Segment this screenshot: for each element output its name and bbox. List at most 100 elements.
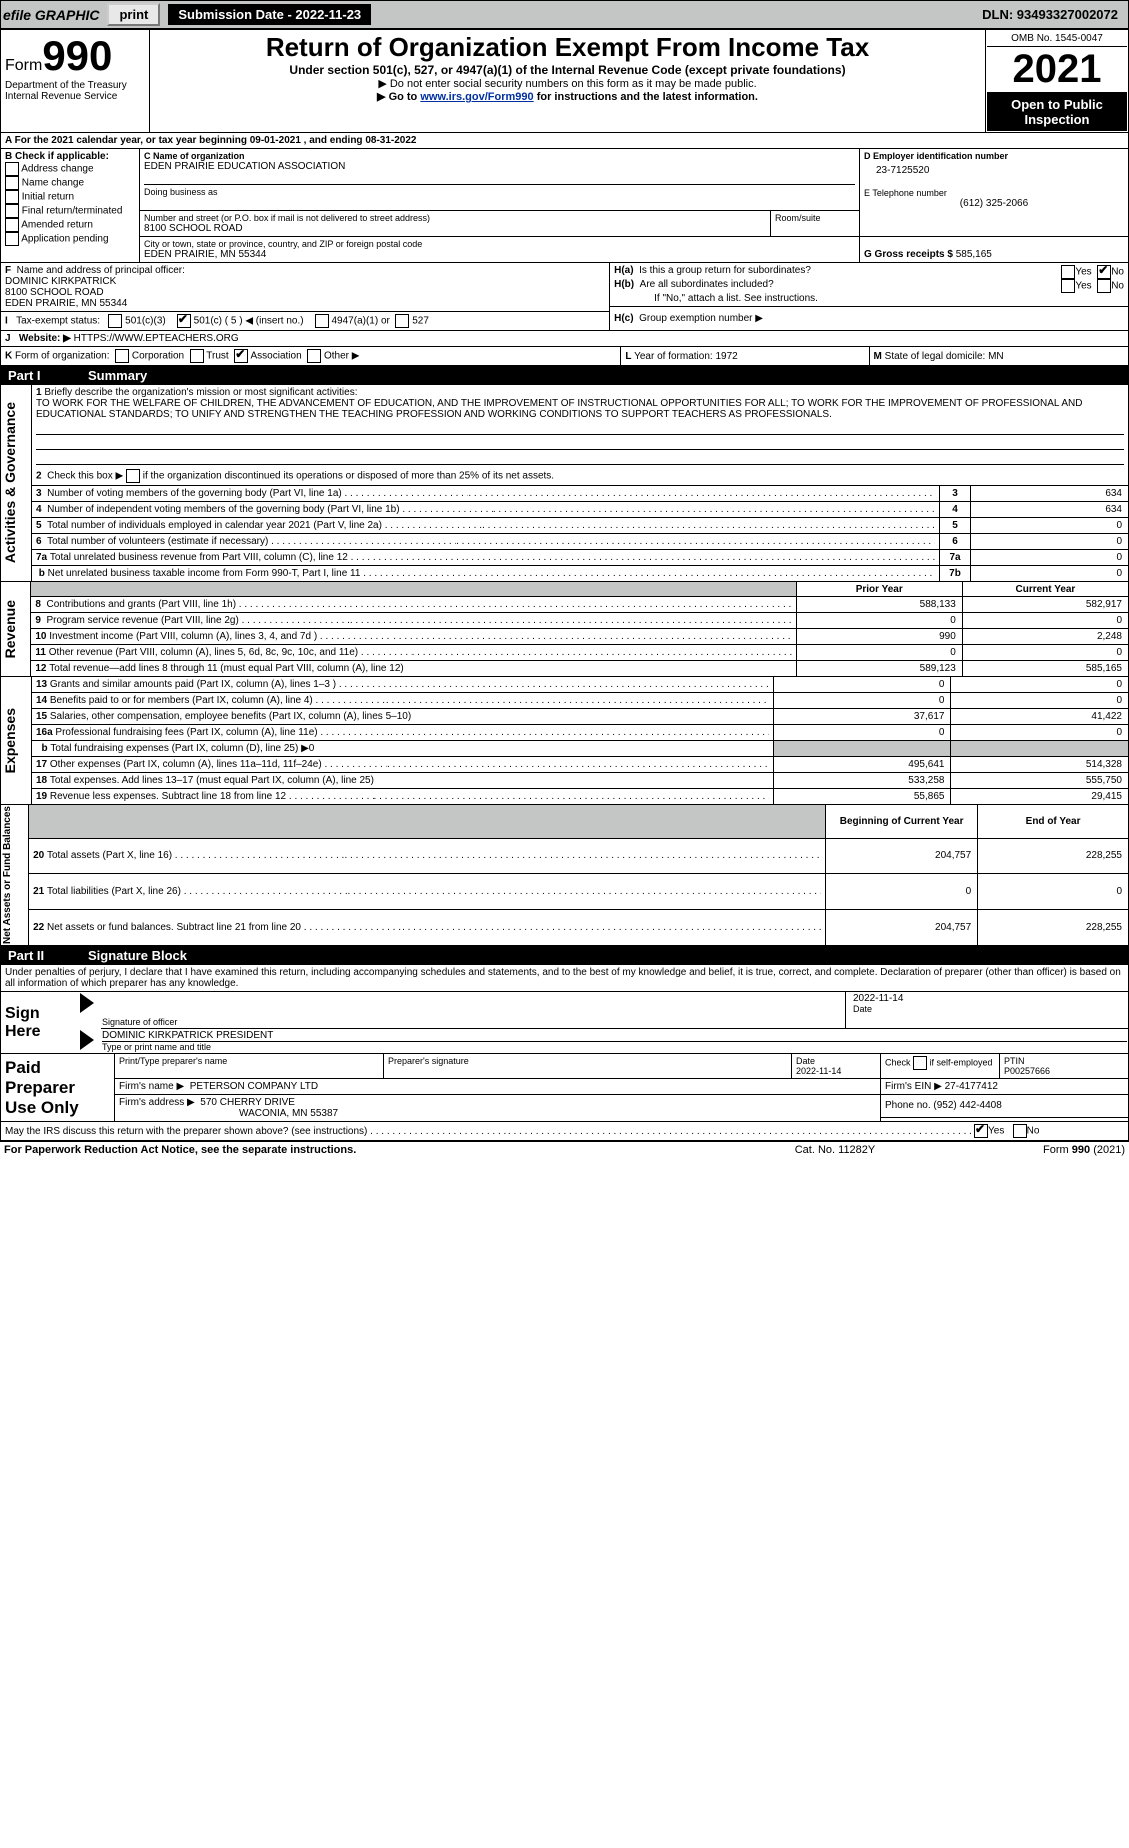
paid-preparer-label: Paid Preparer Use Only — [1, 1054, 115, 1122]
efile-top-bar: efile GRAPHIC print Submission Date - 20… — [0, 0, 1129, 29]
g-value: 585,165 — [956, 249, 992, 260]
city-value: EDEN PRAIRIE, MN 55344 — [144, 249, 855, 260]
firm-addr1: 570 CHERRY DRIVE — [200, 1097, 295, 1108]
submission-date-button[interactable]: Submission Date - 2022-11-23 — [168, 4, 371, 25]
dba-label: Doing business as — [144, 184, 855, 197]
vlabel-revenue: Revenue — [2, 600, 18, 658]
checkbox-discuss-no[interactable] — [1013, 1124, 1027, 1138]
grey-cell-16b-py — [773, 741, 951, 757]
q1-text: TO WORK FOR THE WELFARE OF CHILDREN, THE… — [36, 398, 1124, 420]
beginning-year-header: Beginning of Current Year — [826, 805, 978, 839]
checkbox-corp[interactable] — [115, 349, 129, 363]
e-phone-value: (612) 325-2066 — [864, 198, 1124, 209]
checkbox-501c3[interactable] — [108, 314, 122, 328]
checkbox-name-change[interactable] — [5, 176, 19, 190]
grey-cell-16b-cy — [951, 741, 1129, 757]
checkbox-hb-no[interactable] — [1097, 279, 1111, 293]
q1-label: 1 Briefly describe the organization's mi… — [36, 387, 1124, 398]
line-a: A For the 2021 calendar year, or tax yea… — [0, 133, 1129, 149]
prep-sig-label: Preparer's signature — [384, 1054, 792, 1079]
checkbox-527[interactable] — [395, 314, 409, 328]
efile-label: efile GRAPHIC — [3, 7, 99, 23]
part1-exp-table: Expenses 13 Grants and similar amounts p… — [0, 676, 1129, 804]
firm-phone: (952) 442-4408 — [933, 1100, 1001, 1111]
checkbox-selfemp[interactable] — [913, 1056, 927, 1070]
sig-date-label: Date — [847, 1004, 1127, 1014]
i-row: I Tax-exempt status: 501(c)(3) 501(c) ( … — [1, 312, 610, 331]
paid-preparer-block: Paid Preparer Use Only Print/Type prepar… — [0, 1054, 1129, 1122]
sig-type-name-label: Type or print name and title — [102, 1042, 1127, 1052]
checkbox-initial-return[interactable] — [5, 190, 19, 204]
m-state: M State of legal domicile: MN — [869, 347, 1128, 366]
firm-addr2: WACONIA, MN 55387 — [239, 1108, 338, 1119]
f-label: F Name and address of principal officer: — [5, 265, 605, 276]
h-b-label: H(b) Are all subordinates included? — [614, 279, 1061, 293]
j-row: J Website: ▶ HTTPS://WWW.EPTEACHERS.ORG — [0, 330, 1129, 347]
k-l-m-row: K Form of organization: Corporation Trus… — [0, 347, 1129, 366]
checkbox-address-change[interactable] — [5, 162, 19, 176]
entity-block: B Check if applicable: Address change Na… — [0, 149, 1129, 262]
c-name-label: C Name of organization — [144, 151, 855, 161]
irs-label: Internal Revenue Service — [5, 91, 145, 102]
checkbox-ha-no[interactable] — [1097, 265, 1111, 279]
print-button[interactable]: print — [107, 3, 160, 26]
prep-name-label: Print/Type preparer's name — [115, 1054, 384, 1079]
checkbox-other[interactable] — [307, 349, 321, 363]
q2-row: 2 Check this box ▶ if the organization d… — [32, 467, 1129, 486]
checkbox-501c[interactable] — [177, 314, 191, 328]
checkbox-ha-yes[interactable] — [1061, 265, 1075, 279]
instructions-note: ▶ Go to www.irs.gov/Form990 for instruct… — [154, 90, 981, 103]
checkbox-amended-return[interactable] — [5, 218, 19, 232]
d-ein-label: D Employer identification number — [864, 151, 1124, 161]
checkbox-4947a1[interactable] — [315, 314, 329, 328]
room-suite-label: Room/suite — [771, 211, 860, 237]
vlabel-net-assets: Net Assets or Fund Balances — [2, 806, 13, 944]
form-title: Return of Organization Exempt From Incom… — [154, 32, 981, 63]
h-a-label: H(a) Is this a group return for subordin… — [614, 265, 1061, 279]
vlabel-expenses: Expenses — [2, 708, 18, 773]
sig-date-val: 2022-11-14 — [847, 993, 1127, 1004]
irs-link[interactable]: www.irs.gov/Form990 — [420, 91, 533, 103]
checkbox-discuss-yes[interactable] — [974, 1124, 988, 1138]
form-ref: Form 990 (2021) — [935, 1144, 1125, 1156]
omb-number: OMB No. 1545-0047 — [987, 31, 1127, 47]
firm-name: PETERSON COMPANY LTD — [190, 1081, 318, 1092]
checkbox-q2[interactable] — [126, 469, 140, 483]
org-name: EDEN PRAIRIE EDUCATION ASSOCIATION — [144, 161, 855, 172]
prep-date-val: 2022-11-14 — [796, 1066, 876, 1076]
f-officer-city: EDEN PRAIRIE, MN 55344 — [5, 298, 605, 309]
part1-na-table: Net Assets or Fund Balances Beginning of… — [0, 804, 1129, 946]
checkbox-final-return[interactable] — [5, 204, 19, 218]
h-b-note: If "No," attach a list. See instructions… — [614, 293, 1124, 304]
prep-date-label: Date — [796, 1056, 876, 1066]
sig-arrow-icon — [80, 993, 94, 1013]
part1-header: Part I Summary — [0, 366, 1129, 385]
checkbox-application-pending[interactable] — [5, 232, 19, 246]
e-phone-label: E Telephone number — [864, 188, 1124, 198]
sig-name-title: DOMINIC KIRKPATRICK PRESIDENT — [102, 1030, 1127, 1042]
part1-ag-table: Activities & Governance 1 Briefly descri… — [0, 385, 1129, 581]
form-subtitle: Under section 501(c), 527, or 4947(a)(1)… — [154, 63, 981, 77]
form-number: Form990 — [5, 32, 145, 80]
end-year-header: End of Year — [978, 805, 1129, 839]
discuss-row: May the IRS discuss this return with the… — [0, 1122, 1129, 1140]
website-link[interactable]: HTTPS://WWW.EPTEACHERS.ORG — [74, 333, 239, 344]
header-block: Form990 Department of the Treasury Inter… — [0, 29, 1129, 133]
cat-no: Cat. No. 11282Y — [735, 1144, 935, 1156]
h-c-row: H(c) Group exemption number ▶ — [610, 307, 1129, 331]
city-label: City or town, state or province, country… — [144, 239, 855, 249]
firm-ein: 27-4177412 — [945, 1081, 998, 1092]
g-label: G Gross receipts $ — [864, 249, 953, 260]
sign-here-block: Sign Here Signature of officer 2022-11-1… — [0, 992, 1129, 1054]
prep-selfemp-label: Check if self-employed — [881, 1054, 1000, 1079]
ptin-val: P00257666 — [1004, 1066, 1124, 1076]
checkbox-assoc[interactable] — [234, 349, 248, 363]
checkbox-hb-yes[interactable] — [1061, 279, 1075, 293]
checkbox-trust[interactable] — [190, 349, 204, 363]
pra-notice: For Paperwork Reduction Act Notice, see … — [4, 1144, 735, 1156]
dept-label: Department of the Treasury — [5, 80, 145, 91]
dln-value: DLN: 93493327002072 — [982, 7, 1126, 22]
sig-arrow-icon-2 — [80, 1030, 94, 1050]
street-value: 8100 SCHOOL ROAD — [144, 223, 766, 234]
l-year: L Year of formation: 1972 — [621, 347, 869, 366]
